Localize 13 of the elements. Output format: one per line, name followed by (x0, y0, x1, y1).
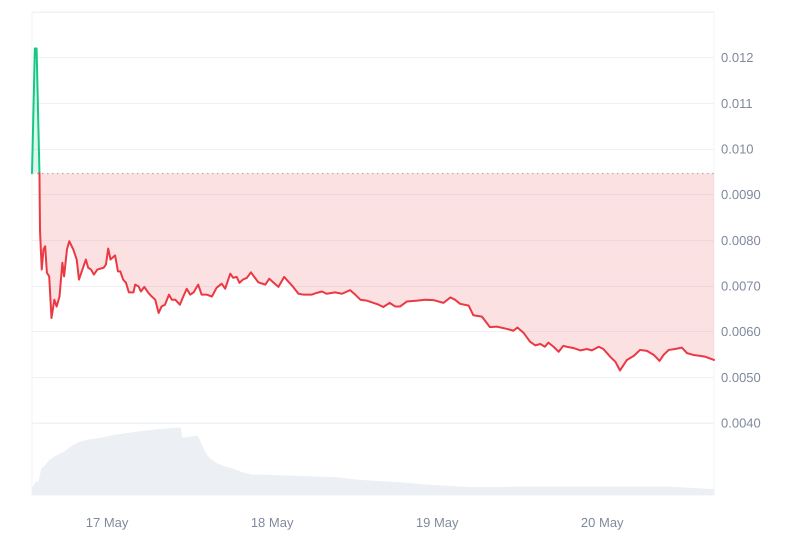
y-tick-label: 0.0060 (721, 324, 761, 340)
y-tick-label: 0.0080 (721, 232, 761, 248)
y-tick-label: 0.010 (721, 142, 754, 156)
y-tick-label: 0.0050 (721, 370, 761, 385)
x-tick-label: 17 May (86, 515, 129, 530)
y-tick-label: 0.0090 (721, 187, 761, 202)
y-tick-label: 0.0040 (721, 416, 761, 430)
y-tick-label: 0.012 (721, 50, 754, 66)
y-tick-label: 0.011 (721, 96, 753, 111)
x-tick-label: 18 May (250, 515, 294, 530)
x-tick-label: 19 May (416, 515, 459, 530)
x-tick-label: 20 May (580, 515, 624, 530)
y-tick-label: 0.0070 (721, 278, 761, 294)
